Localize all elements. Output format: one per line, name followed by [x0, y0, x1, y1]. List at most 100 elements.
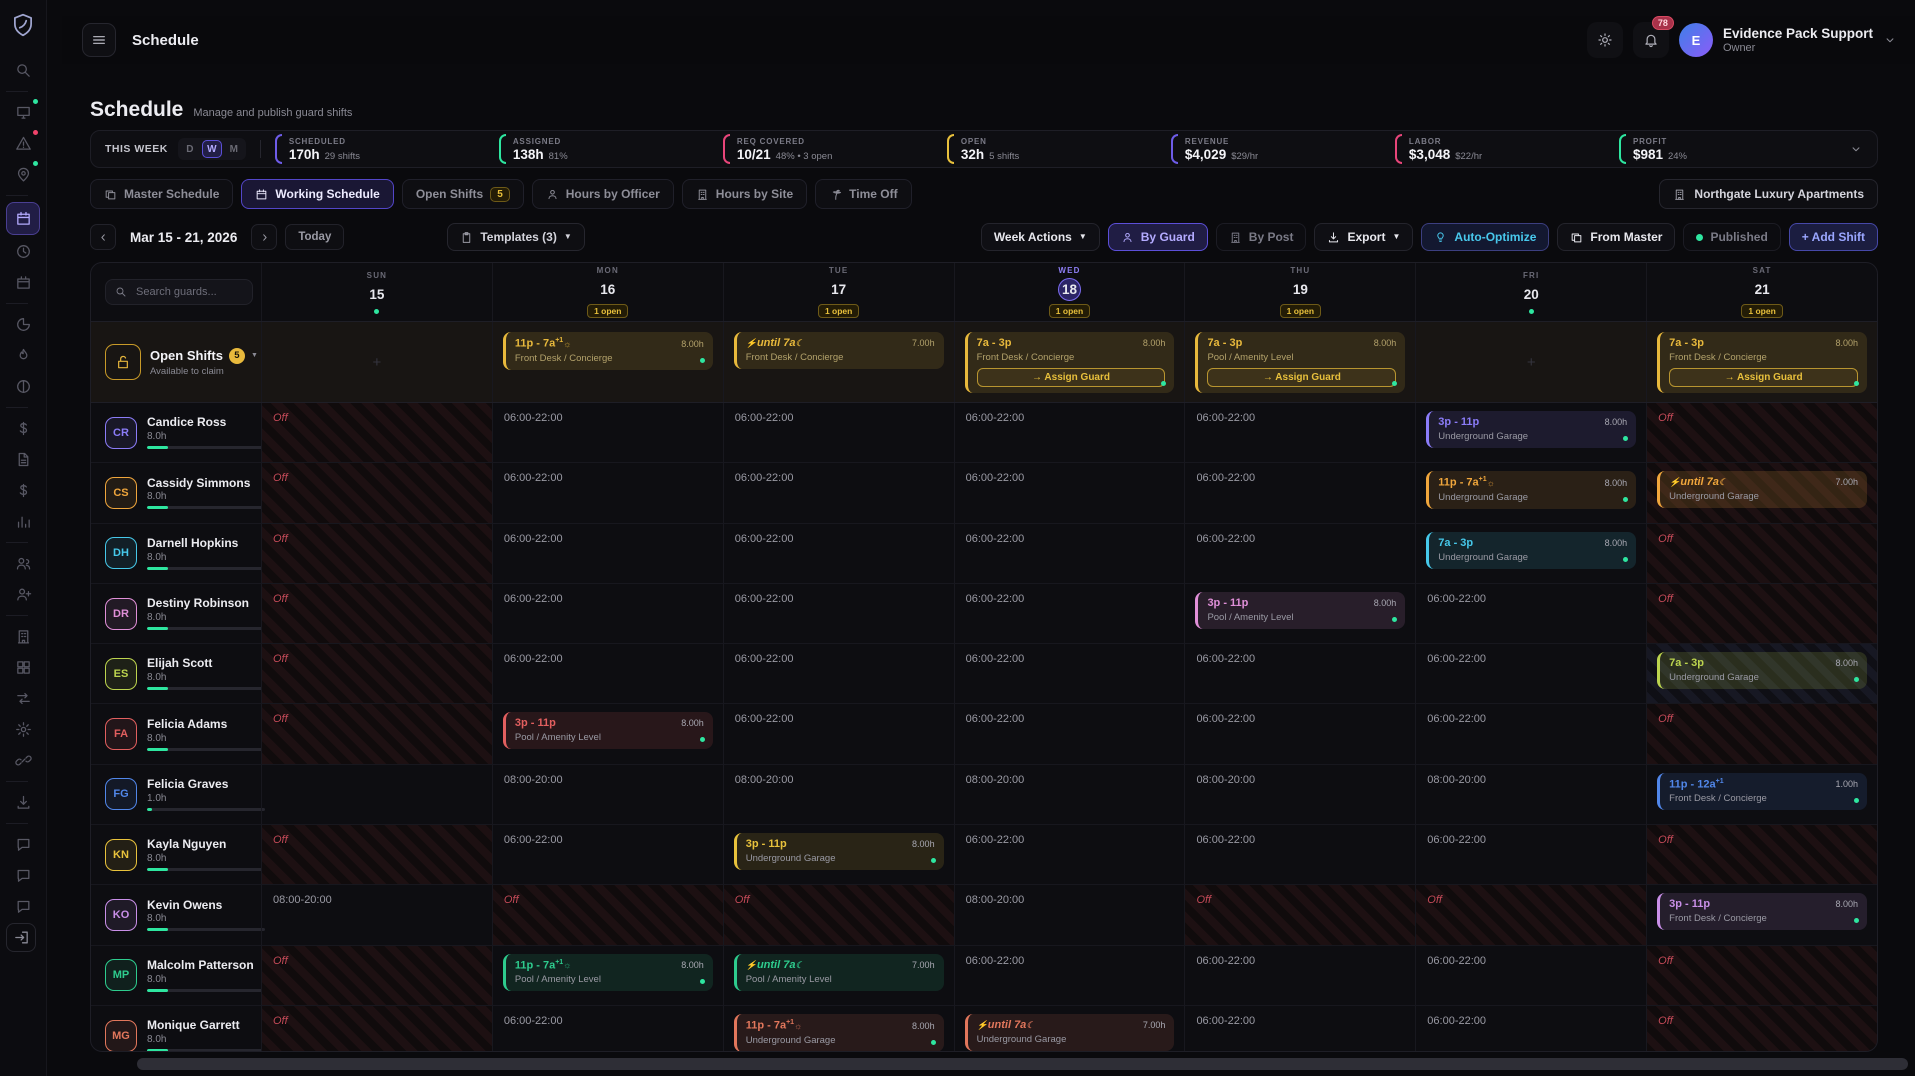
schedule-cell[interactable]: 06:00-22:00: [1184, 523, 1415, 583]
sidebar-item-guards[interactable]: [6, 549, 40, 578]
sidebar-item-incidents[interactable]: [6, 341, 40, 370]
schedule-cell[interactable]: 06:00-22:00: [1184, 704, 1415, 764]
sidebar-item-settings[interactable]: [6, 715, 40, 744]
schedule-cell[interactable]: Off: [261, 463, 492, 523]
today-button[interactable]: Today: [285, 224, 345, 250]
schedule-cell[interactable]: 08:00-20:00: [722, 764, 954, 825]
schedule-cell[interactable]: 11p - 7a+1☼ 8.00h Underground Garage: [1415, 463, 1646, 523]
search-input[interactable]: [134, 285, 243, 299]
schedule-cell[interactable]: ⚡until 7a☾ 7.00h Front Desk / Concierge: [722, 322, 954, 402]
schedule-cell[interactable]: 06:00-22:00: [722, 403, 954, 463]
user-menu-chevron-icon[interactable]: [1883, 33, 1897, 47]
schedule-cell[interactable]: 06:00-22:00: [1184, 825, 1415, 885]
sidebar-item-alerts[interactable]: [6, 129, 40, 158]
schedule-cell[interactable]: 3p - 11p 8.00h Pool / Amenity Level: [1184, 583, 1415, 644]
by-guard-button[interactable]: By Guard: [1107, 223, 1208, 251]
schedule-cell[interactable]: 06:00-22:00: [953, 825, 1185, 885]
schedule-cell[interactable]: 08:00-20:00: [1184, 764, 1415, 825]
sidebar-item-transfers[interactable]: [6, 684, 40, 713]
carryover-shift-card[interactable]: ⚡until 7a☾ 7.00h Pool / Amenity Level: [733, 953, 944, 991]
schedule-cell[interactable]: 7a - 3p 8.00h Underground Garage: [1646, 644, 1877, 704]
shift-card[interactable]: 11p - 7a+1☼ 8.00h Front Desk / Concierge: [502, 332, 713, 370]
prev-week-button[interactable]: [90, 224, 116, 250]
shift-card[interactable]: 7a - 3p 8.00h Underground Garage: [1657, 652, 1868, 690]
sidebar-item-integrations[interactable]: [6, 746, 40, 775]
assign-guard-button[interactable]: → Assign Guard: [1669, 368, 1859, 387]
schedule-cell[interactable]: 06:00-22:00: [722, 704, 954, 764]
tab-working-schedule[interactable]: Working Schedule: [241, 179, 394, 209]
sidebar-item-dashboard[interactable]: [6, 98, 40, 127]
by-post-button[interactable]: By Post: [1215, 223, 1307, 251]
shift-card[interactable]: 11p - 7a+1☼ 8.00h Underground Garage: [1426, 471, 1637, 509]
sidebar-item-analytics[interactable]: [6, 507, 40, 536]
from-master-button[interactable]: From Master: [1557, 223, 1676, 251]
schedule-cell[interactable]: Off: [1184, 885, 1416, 945]
shift-card[interactable]: 3p - 11p 8.00h Underground Garage: [733, 833, 944, 871]
shift-card[interactable]: 7a - 3p 8.00h Front Desk / Concierge → Assi…: [964, 332, 1175, 393]
sidebar-item-apps[interactable]: [6, 653, 40, 682]
schedule-cell[interactable]: 06:00-22:00: [1415, 704, 1646, 764]
day-header-mon[interactable]: MON 16 1 open: [491, 263, 723, 321]
schedule-cell[interactable]: 06:00-22:00: [953, 644, 1185, 704]
sidebar-item-payroll[interactable]: [6, 414, 40, 443]
period-button-w[interactable]: W: [201, 140, 222, 158]
carryover-shift-card[interactable]: ⚡until 7a☾ 7.00h Front Desk / Concierge: [733, 332, 944, 369]
schedule-cell[interactable]: 06:00-22:00: [953, 583, 1185, 644]
shift-card[interactable]: 7a - 3p 8.00h Pool / Amenity Level → Assign…: [1195, 332, 1406, 393]
schedule-cell[interactable]: ⚡until 7a☾ 7.00h Underground Garage: [953, 1005, 1185, 1051]
avatar[interactable]: E: [1678, 23, 1713, 57]
sidebar-item-invoices[interactable]: [6, 445, 40, 474]
auto-optimize-button[interactable]: Auto-Optimize: [1421, 223, 1550, 251]
guard-info-cell[interactable]: DH Darnell Hopkins 8.0h: [91, 524, 265, 583]
next-week-button[interactable]: [251, 224, 278, 250]
schedule-cell[interactable]: Off: [1646, 523, 1877, 583]
schedule-cell[interactable]: 06:00-22:00: [953, 523, 1185, 583]
sidebar-item-sites-map[interactable]: [6, 160, 40, 189]
tab-hours-by-officer[interactable]: Hours by Officer: [531, 179, 674, 209]
schedule-cell[interactable]: Off: [1646, 1005, 1877, 1051]
schedule-cell[interactable]: 3p - 11p 8.00h Underground Garage: [1415, 403, 1646, 463]
period-button-m[interactable]: M: [224, 140, 244, 158]
schedule-cell[interactable]: 06:00-22:00: [1415, 825, 1646, 885]
shift-card[interactable]: 3p - 11p 8.00h Underground Garage: [1426, 411, 1637, 448]
schedule-cell[interactable]: 08:00-20:00: [491, 764, 723, 825]
schedule-cell[interactable]: Off: [1646, 945, 1877, 1005]
guard-info-cell[interactable]: CS Cassidy Simmons 8.0h: [91, 463, 265, 522]
schedule-cell[interactable]: Off: [491, 885, 723, 945]
guard-info-cell[interactable]: MP Malcolm Patterson 8.0h: [91, 946, 265, 1005]
sidebar-item-logout[interactable]: [6, 923, 36, 952]
export-button[interactable]: Export ▼: [1314, 223, 1414, 251]
sidebar-item-add-guard[interactable]: [6, 580, 40, 609]
schedule-cell[interactable]: 06:00-22:00: [1415, 945, 1646, 1005]
sidebar-item-coverage[interactable]: [6, 372, 40, 401]
horizontal-scrollbar[interactable]: [137, 1058, 1908, 1070]
shift-card[interactable]: 11p - 7a+1☼ 8.00h Underground Garage: [733, 1013, 944, 1051]
schedule-cell[interactable]: 06:00-22:00: [1415, 644, 1646, 704]
sidebar-item-billing[interactable]: [6, 476, 40, 505]
day-header-thu[interactable]: THU 19 1 open: [1184, 263, 1415, 321]
sidebar-item-bookings[interactable]: [6, 268, 40, 297]
guard-info-cell[interactable]: MG Monique Garrett 8.0h: [91, 1006, 265, 1051]
schedule-cell[interactable]: 7a - 3p 8.00h Front Desk / Concierge → Assi…: [953, 322, 1185, 402]
schedule-cell[interactable]: [261, 764, 492, 825]
schedule-cell[interactable]: 08:00-20:00: [1415, 764, 1646, 825]
schedule-cell[interactable]: Off: [722, 885, 954, 945]
schedule-cell[interactable]: 06:00-22:00: [1184, 644, 1415, 704]
carryover-shift-card[interactable]: ⚡until 7a☾ 7.00h Underground Garage: [964, 1013, 1175, 1051]
schedule-cell[interactable]: Off: [261, 523, 492, 583]
schedule-cell[interactable]: 06:00-22:00: [491, 523, 723, 583]
scrollbar-thumb[interactable]: [137, 1058, 1908, 1070]
guard-info-cell[interactable]: DR Destiny Robinson 8.0h: [91, 584, 265, 643]
shift-card[interactable]: 7a - 3p 8.00h Underground Garage: [1426, 531, 1637, 569]
schedule-cell[interactable]: 3p - 11p 8.00h Underground Garage: [722, 825, 954, 885]
schedule-cell[interactable]: Off: [1646, 704, 1877, 764]
shift-card[interactable]: 3p - 11p 8.00h Front Desk / Concierge: [1657, 893, 1868, 931]
guard-info-cell[interactable]: KN Kayla Nguyen 8.0h: [91, 825, 265, 884]
tab-open-shifts[interactable]: Open Shifts 5: [401, 179, 524, 209]
period-button-d[interactable]: D: [180, 140, 200, 158]
sidebar-item-messages-2[interactable]: [6, 861, 40, 890]
schedule-cell[interactable]: 3p - 11p 8.00h Pool / Amenity Level: [491, 704, 723, 764]
guard-info-cell[interactable]: FA Felicia Adams 8.0h: [91, 704, 265, 763]
published-button[interactable]: Published: [1683, 223, 1781, 251]
caret-down-icon[interactable]: ▼: [250, 352, 258, 359]
